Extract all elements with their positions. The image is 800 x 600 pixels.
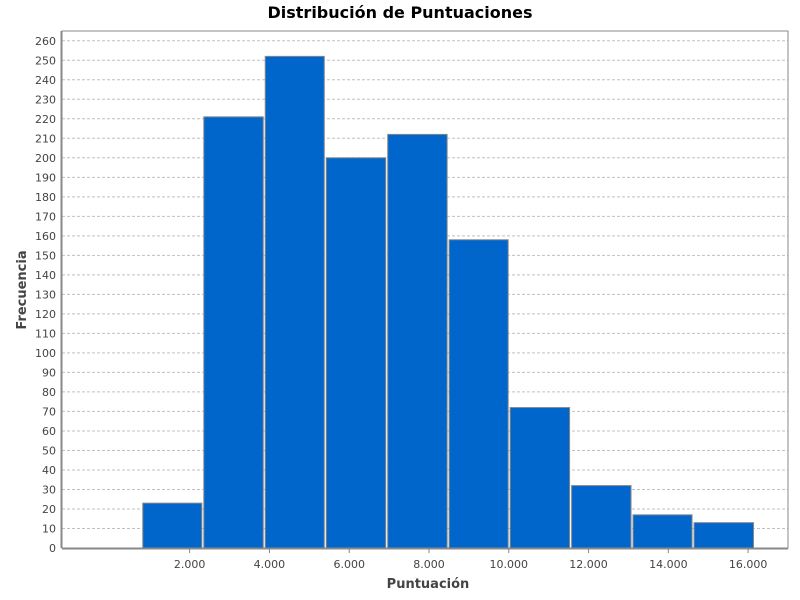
histogram-bar [203,116,264,549]
y-tick-label: 200 [35,152,56,165]
y-tick-label: 220 [35,113,56,126]
y-tick-label: 250 [35,54,56,67]
y-tick-label: 10 [42,522,56,535]
x-tick-label: 2.000 [174,558,206,571]
y-tick-label: 180 [35,191,56,204]
x-tick-label: 6.000 [333,558,365,571]
histogram-bar [632,514,693,549]
histogram-bar [264,55,325,549]
x-tick-label: 10.000 [490,558,529,571]
y-tick-label: 230 [35,93,56,106]
y-tick-label: 70 [42,405,56,418]
x-tick-labels: 2.000 4.000 6.000 8.000 10.000 12.000 14.000 16… [174,558,767,571]
y-tick-label: 0 [49,542,56,555]
y-tick-label: 30 [42,483,56,496]
x-tick-label: 14.000 [649,558,688,571]
y-tick-label: 240 [35,74,56,87]
y-tick-label: 90 [42,366,56,379]
x-tick-label: 16.000 [729,558,768,571]
histogram-bar [387,133,448,549]
histogram-bar [325,157,387,549]
y-axis-label: Frecuencia [15,250,30,329]
histogram-bar [571,485,632,549]
y-tick-label: 110 [35,327,56,340]
histogram-bar [448,239,509,549]
histogram-bar [142,502,203,549]
y-tick-label: 120 [35,308,56,321]
y-tick-label: 140 [35,269,56,282]
y-tick-label: 190 [35,171,56,184]
y-tick-label: 130 [35,288,56,301]
y-tick-label: 60 [42,425,56,438]
y-tick-label: 40 [42,464,56,477]
y-tick-label: 50 [42,444,56,457]
chart-title: Distribución de Puntuaciones [267,3,532,22]
y-tick-label: 150 [35,249,56,262]
bars [142,55,754,549]
y-tick-label: 170 [35,210,56,223]
y-tick-label: 80 [42,386,56,399]
x-axis-label: Puntuación [387,577,470,592]
histogram-bar [509,407,571,549]
y-tick-labels: 0 10 20 30 40 50 60 70 80 90 100 110 120 130 140 150 160… [35,35,56,555]
histogram-bar [693,522,754,549]
y-tick-label: 210 [35,132,56,145]
x-tick-label: 8.000 [413,558,445,571]
y-tick-label: 20 [42,503,56,516]
y-tick-label: 260 [35,35,56,48]
y-tick-label: 100 [35,347,56,360]
x-tick-label: 12.000 [569,558,608,571]
y-tick-label: 160 [35,230,56,243]
axes [60,31,788,553]
x-tick-label: 4.000 [254,558,286,571]
